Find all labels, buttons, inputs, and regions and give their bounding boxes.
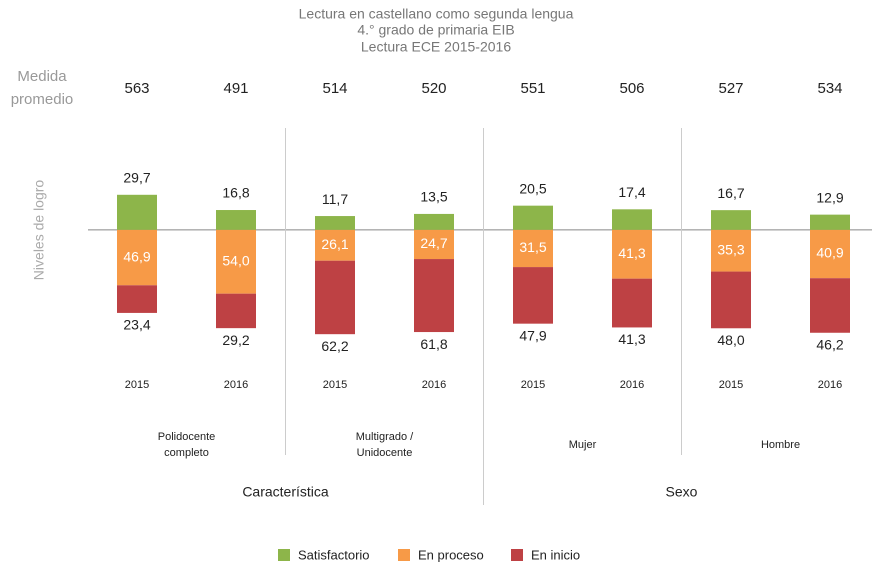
bar-segment [117, 285, 157, 313]
super-group-label: Sexo [666, 484, 698, 500]
value-label: 13,5 [420, 189, 447, 205]
x-tick-label: 2016 [620, 379, 644, 391]
x-tick-label: 2015 [125, 379, 149, 391]
bar-segment [315, 229, 355, 261]
bar-segment [711, 210, 751, 230]
bar-segment [513, 205, 553, 230]
value-label: 46,9 [123, 248, 150, 264]
legend-label: En proceso [418, 547, 484, 562]
bar-segment [315, 260, 355, 335]
value-label: 54,0 [222, 252, 249, 268]
value-label: 40,9 [816, 245, 843, 261]
bar-segment [612, 209, 652, 230]
bar-segment [711, 229, 751, 272]
value-label: 46,2 [816, 336, 843, 352]
chart-title: Lectura en castellano como segunda lengu… [299, 6, 574, 22]
mean-value: 534 [817, 80, 842, 97]
chart-subtitle: Lectura ECE 2015-2016 [361, 39, 511, 55]
legend-swatch [278, 549, 290, 561]
x-tick-label: 2016 [818, 379, 842, 391]
x-tick-label: 2015 [521, 379, 545, 391]
bar-segment [414, 213, 454, 230]
bar-segment [216, 293, 256, 329]
mean-value: 563 [124, 80, 149, 97]
x-tick-label: 2016 [224, 379, 248, 391]
bar-segment [612, 278, 652, 328]
value-label: 23,4 [123, 317, 150, 333]
legend-label: Satisfactorio [298, 547, 370, 562]
value-label: 11,7 [322, 191, 348, 207]
value-label: 48,0 [717, 332, 744, 348]
group-label: Multigrado / [356, 431, 414, 443]
value-label: 16,7 [717, 185, 744, 201]
mean-value: 520 [421, 80, 446, 97]
value-label: 41,3 [618, 245, 645, 261]
super-group-label: Característica [242, 484, 329, 500]
group-label: Mujer [569, 439, 597, 451]
group-label: Hombre [761, 439, 800, 451]
group-label: Unidocente [357, 447, 413, 459]
bar-segment [414, 259, 454, 333]
value-label: 41,3 [618, 331, 645, 347]
value-label: 47,9 [519, 327, 546, 343]
y-axis-label: Niveles de logro [31, 180, 47, 281]
mean-label: Medida promedio [11, 68, 74, 108]
mean-label-line: Medida [17, 68, 67, 85]
bar-segment [216, 210, 256, 230]
bar-segment [810, 278, 850, 333]
chart-subtitle: 4.° grado de primaria EIB [357, 22, 514, 38]
bar-segment [810, 229, 850, 279]
bar-segment [117, 229, 157, 286]
group-label: completo [164, 447, 209, 459]
value-label: 29,2 [222, 332, 249, 348]
mean-label-line: promedio [11, 91, 74, 108]
bar-segment [711, 271, 751, 329]
x-tick-label: 2016 [422, 379, 446, 391]
bar-segment [117, 194, 157, 230]
mean-value: 491 [223, 80, 248, 97]
bar-segment [513, 267, 553, 324]
value-label: 35,3 [717, 241, 744, 257]
legend-label: En inicio [531, 547, 580, 562]
value-label: 29,7 [123, 169, 150, 185]
mean-value: 527 [718, 80, 743, 97]
value-label: 17,4 [618, 184, 645, 200]
bar-segment [414, 229, 454, 260]
value-label: 62,2 [321, 338, 348, 354]
x-tick-label: 2015 [323, 379, 347, 391]
mean-value: 506 [619, 80, 644, 97]
x-tick-label: 2015 [719, 379, 743, 391]
value-label: 24,7 [420, 235, 447, 251]
value-label: 12,9 [816, 189, 843, 205]
bar-segment [612, 229, 652, 279]
value-label: 26,1 [321, 236, 348, 252]
legend-swatch [511, 549, 523, 561]
bar-segment [810, 214, 850, 230]
value-label: 61,8 [420, 336, 447, 352]
bar-segment [513, 229, 553, 268]
value-label: 16,8 [222, 185, 249, 201]
mean-value: 551 [520, 80, 545, 97]
group-label: Polidocente [158, 431, 216, 443]
bar-segment [315, 216, 355, 230]
value-label: 31,5 [519, 239, 546, 255]
bar-segment [216, 229, 256, 294]
mean-value: 514 [322, 80, 347, 97]
value-label: 20,5 [519, 180, 546, 196]
legend-swatch [398, 549, 410, 561]
